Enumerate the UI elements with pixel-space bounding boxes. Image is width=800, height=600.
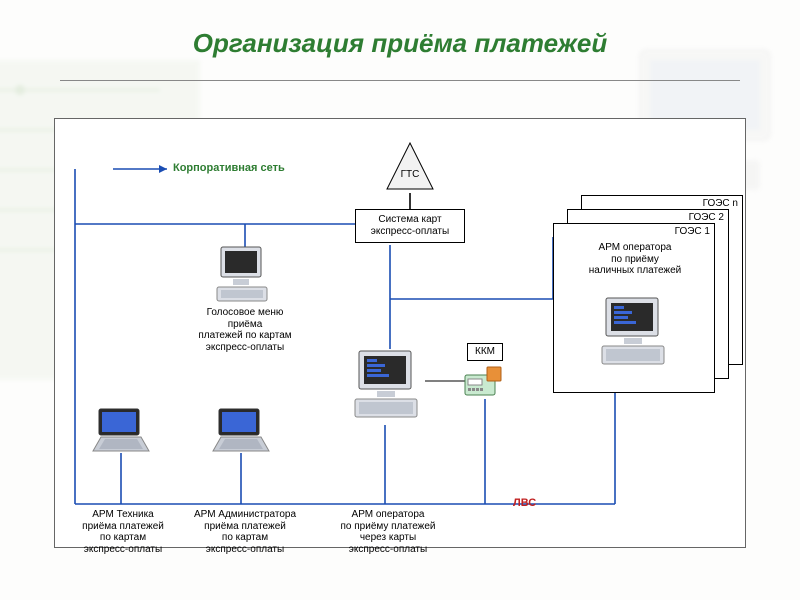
page-title: Организация приёма платежей <box>0 28 800 59</box>
diagram-frame: Корпоративная сеть ГТС Система карт эксп… <box>54 118 746 548</box>
legend-corp-net: Корпоративная сеть <box>173 162 285 174</box>
legend-lvs: ЛВС <box>513 497 536 509</box>
arm-op-cash-label: АРМ оператора по приёму наличных платеже… <box>560 242 710 277</box>
arm-op-cards-label: АРМ оператора по приёму платежей через к… <box>323 509 453 555</box>
voice-menu-pc <box>215 245 273 305</box>
goec-box-1: ГОЭС 1 АРМ оператора по приёму наличных … <box>553 223 715 393</box>
goec-2-label: ГОЭС 2 <box>689 212 724 223</box>
gts-triangle <box>385 141 435 193</box>
arm-tech-laptop <box>91 407 151 453</box>
kkm-text: ККМ <box>475 346 495 357</box>
arm-admin-laptop <box>211 407 271 453</box>
goec-n-label: ГОЭС n <box>703 198 738 209</box>
box-sys-cards: Система карт экспресс-оплаты <box>355 209 465 243</box>
box-sys-cards-text: Система карт экспресс-оплаты <box>371 214 449 237</box>
gts-label: ГТС <box>385 169 435 181</box>
arm-op-cards-pc <box>351 349 423 421</box>
goec-1-label: ГОЭС 1 <box>675 226 710 237</box>
voice-menu-label: Голосовое меню приёма платежей по картам… <box>185 307 305 353</box>
kkm-box: ККМ <box>467 343 503 361</box>
arm-op-cash-pc <box>598 296 670 368</box>
kkm-icon <box>463 365 505 399</box>
arm-admin-label: АРМ Администратора приёма платежей по ка… <box>183 509 307 555</box>
arm-tech-label: АРМ Техника приёма платежей по картам эк… <box>69 509 177 555</box>
title-underline <box>60 80 740 81</box>
